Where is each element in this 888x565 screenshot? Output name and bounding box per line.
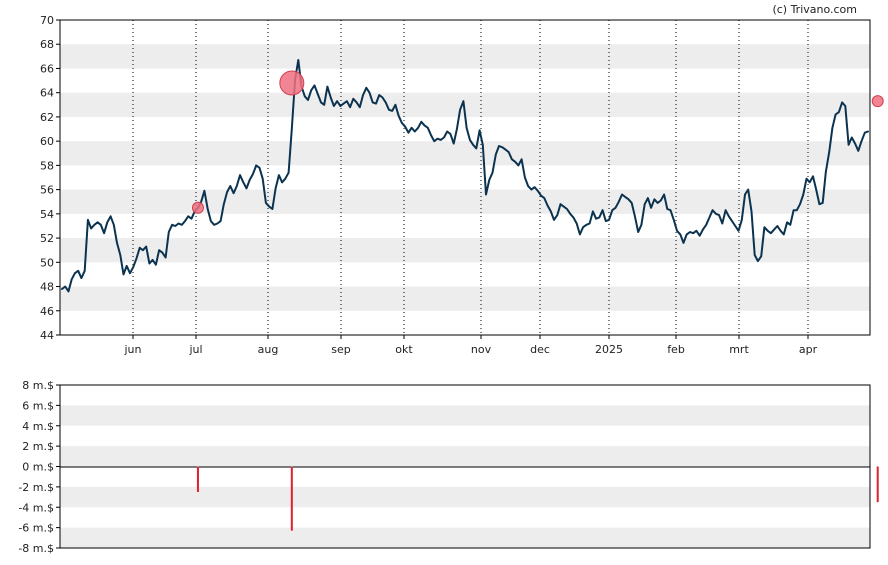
insider-marker xyxy=(871,95,884,108)
insider-marker xyxy=(279,70,305,96)
price-grid-bands xyxy=(60,44,870,311)
grid-band xyxy=(60,44,870,69)
price-chart-panel: 44 46 48 50 52 54 56 58 60 62 64 66 68 70 jun jul aug se… xyxy=(40,14,884,356)
price-plot-frame xyxy=(59,19,871,336)
insider-volume-panel: 8 m.$ 6 m.$ 4 m.$ 2 m.$ 0 m.$ -2 m.$ -4 m.$ -6 … xyxy=(18,379,879,555)
x-tick-label: mrt xyxy=(729,343,749,356)
volume-y-axis: 8 m.$ 6 m.$ 4 m.$ 2 m.$ 0 m.$ -2 m.$ -4 m.$ -6 … xyxy=(18,379,60,555)
y-tick-label: -8 m.$ xyxy=(18,542,54,555)
y-tick-label: 58 xyxy=(40,159,54,172)
insider-marker xyxy=(191,201,204,214)
y-tick-label: 50 xyxy=(40,256,54,269)
y-tick-label: -6 m.$ xyxy=(18,522,54,535)
x-tick-label: jun xyxy=(124,343,142,356)
x-tick-label: 2025 xyxy=(595,343,623,356)
y-tick-label: 8 m.$ xyxy=(22,379,54,392)
y-tick-label: 54 xyxy=(40,208,54,221)
y-tick-label: 62 xyxy=(40,111,54,124)
y-tick-label: 6 m.$ xyxy=(22,399,54,412)
y-tick-label: 56 xyxy=(40,184,54,197)
y-tick-label: -2 m.$ xyxy=(18,481,54,494)
y-tick-label: 68 xyxy=(40,38,54,51)
y-tick-label: 60 xyxy=(40,135,54,148)
y-tick-label: 64 xyxy=(40,87,54,100)
x-tick-label: okt xyxy=(395,343,413,356)
price-month-gridlines xyxy=(132,20,809,335)
grid-band xyxy=(60,405,870,426)
y-tick-label: 48 xyxy=(40,281,54,294)
price-y-axis: 44 46 48 50 52 54 56 58 60 62 64 66 68 70 xyxy=(40,14,60,342)
grid-band xyxy=(60,238,870,263)
x-tick-label: dec xyxy=(530,343,550,356)
y-tick-label: 0 m.$ xyxy=(22,461,54,474)
x-tick-label: feb xyxy=(667,343,685,356)
y-tick-label: 44 xyxy=(40,329,54,342)
grid-band xyxy=(60,486,870,508)
volume-grid-bands xyxy=(60,405,870,548)
y-tick-label: 2 m.$ xyxy=(22,440,54,453)
x-tick-label: aug xyxy=(258,343,279,356)
grid-band xyxy=(60,527,870,548)
y-tick-label: 66 xyxy=(40,62,54,75)
grid-band xyxy=(60,446,870,467)
y-tick-label: -4 m.$ xyxy=(18,501,54,514)
y-tick-label: 52 xyxy=(40,232,54,245)
volume-plot-frame xyxy=(59,384,871,549)
x-tick-label: nov xyxy=(471,343,492,356)
grid-band xyxy=(60,286,870,311)
price-x-axis: jun jul aug sep okt nov dec 2025 feb mrt apr xyxy=(124,335,818,356)
volume-bars xyxy=(196,466,879,531)
copyright-text: (c) Trivano.com xyxy=(772,3,857,16)
x-tick-label: sep xyxy=(331,343,350,356)
y-tick-label: 70 xyxy=(40,14,54,27)
y-tick-label: 46 xyxy=(40,305,54,318)
x-tick-label: jul xyxy=(188,343,202,356)
insider-markers xyxy=(191,70,884,214)
grid-band xyxy=(60,141,870,166)
y-tick-label: 4 m.$ xyxy=(22,420,54,433)
x-tick-label: apr xyxy=(799,343,818,356)
